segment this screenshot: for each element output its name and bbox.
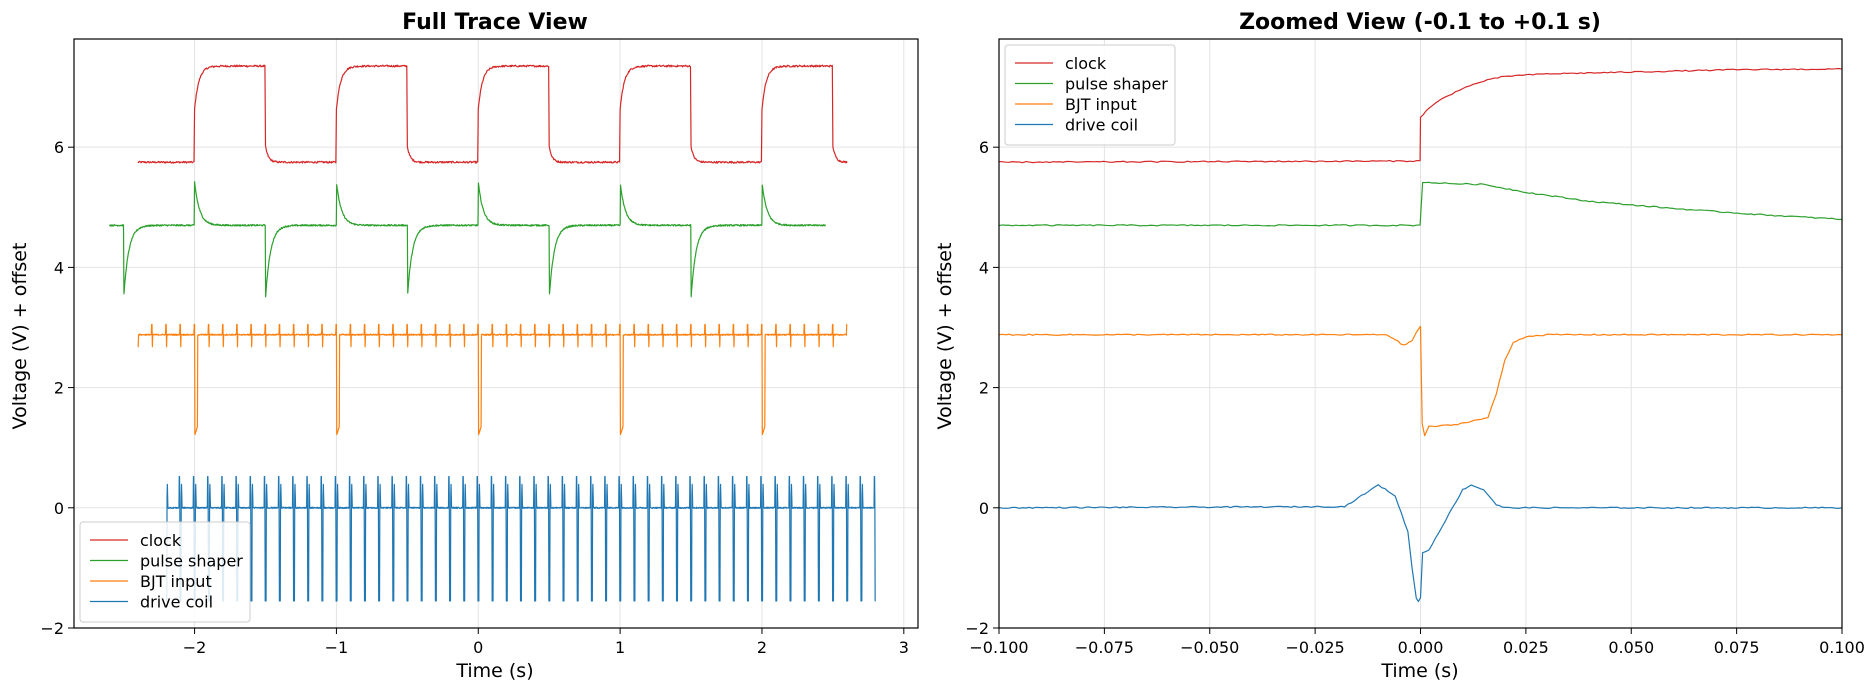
zoomed-series-pulse-shaper: [999, 181, 1842, 227]
zoomed-xtick-label: 0.000: [1398, 638, 1444, 657]
zoomed-series-clock: [999, 67, 1842, 164]
full-trace-title: Full Trace View: [402, 10, 588, 35]
zoomed-legend-box: [1004, 44, 1176, 146]
zoomed-xtick-label: −0.100: [969, 638, 1028, 657]
full-trace-ytick-label: 0: [54, 499, 64, 518]
zoomed-ytick-label: 6: [979, 138, 989, 157]
full-trace-xtick-label: 1: [615, 638, 625, 657]
zoomed-series: [999, 67, 1842, 603]
full-trace-xtick-label: −1: [325, 638, 349, 657]
full-trace-ticks: −2 −1 0 1 2 3 −2 0 2 4 6: [40, 138, 909, 657]
zoomed-legend-label-bjt-input: BJT input: [1065, 95, 1137, 114]
full-trace-xtick-label: −2: [183, 638, 207, 657]
full-trace-xtick-label: 2: [757, 638, 767, 657]
full-trace-ytick-label: 2: [54, 379, 64, 398]
full-trace-ytick-label: −2: [40, 619, 64, 638]
full-trace-xlabel: Time (s): [455, 660, 533, 682]
zoomed-legend-label-clock: clock: [1065, 54, 1107, 73]
zoomed-series-drive-coil: [999, 484, 1842, 603]
zoomed-xtick-label: −0.075: [1075, 638, 1134, 657]
full-trace-axes-frame: [73, 38, 919, 629]
full-trace-legend-box: [79, 521, 251, 623]
full-trace-legend-label-clock: clock: [140, 531, 182, 550]
full-trace-legend-label-bjt-input: BJT input: [140, 572, 212, 591]
zoomed-xtick-label: −0.025: [1286, 638, 1345, 657]
full-trace-series: [108, 64, 876, 602]
zoomed-xtick-label: 0.100: [1819, 638, 1865, 657]
full-trace-ylabel: Voltage (V) + offset: [9, 243, 31, 430]
zoomed-ytick-label: 4: [979, 258, 989, 277]
zoomed-panel: −0.100 −0.075 −0.050 −0.025 0.000 0.025 0.050 0…: [934, 10, 1865, 682]
zoomed-xtick-label: −0.050: [1180, 638, 1239, 657]
zoomed-xtick-label: 0.050: [1608, 638, 1654, 657]
zoomed-ylabel: Voltage (V) + offset: [934, 243, 956, 430]
full-trace-ytick-label: 4: [54, 258, 64, 277]
zoomed-xtick-label: 0.025: [1503, 638, 1549, 657]
zoomed-series-bjt-input: [999, 325, 1842, 437]
full-trace-series-bjt-input: [137, 323, 848, 436]
zoomed-ytick-label: 2: [979, 379, 989, 398]
full-trace-series-drive-coil: [165, 475, 876, 602]
zoomed-ytick-label: 0: [979, 499, 989, 518]
full-trace-ytick-label: 6: [54, 138, 64, 157]
full-trace-legend-label-drive-coil: drive coil: [140, 593, 213, 612]
zoomed-ticks: −0.100 −0.075 −0.050 −0.025 0.000 0.025 0.050 0…: [965, 138, 1865, 657]
zoomed-ytick-label: −2: [965, 619, 989, 638]
zoomed-legend-label-drive-coil: drive coil: [1065, 116, 1138, 135]
zoomed-xtick-label: 0.075: [1714, 638, 1760, 657]
full-trace-legend-label-pulse-shaper: pulse shaper: [140, 552, 243, 571]
zoomed-xlabel: Time (s): [1380, 660, 1458, 682]
full-trace-series-pulse-shaper: [108, 181, 827, 298]
full-trace-series-clock: [137, 64, 848, 164]
full-trace-xtick-label: 3: [899, 638, 909, 657]
zoomed-title: Zoomed View (-0.1 to +0.1 s): [1239, 10, 1601, 35]
zoomed-legend-label-pulse-shaper: pulse shaper: [1065, 75, 1168, 94]
full-trace-xtick-label: 0: [473, 638, 483, 657]
